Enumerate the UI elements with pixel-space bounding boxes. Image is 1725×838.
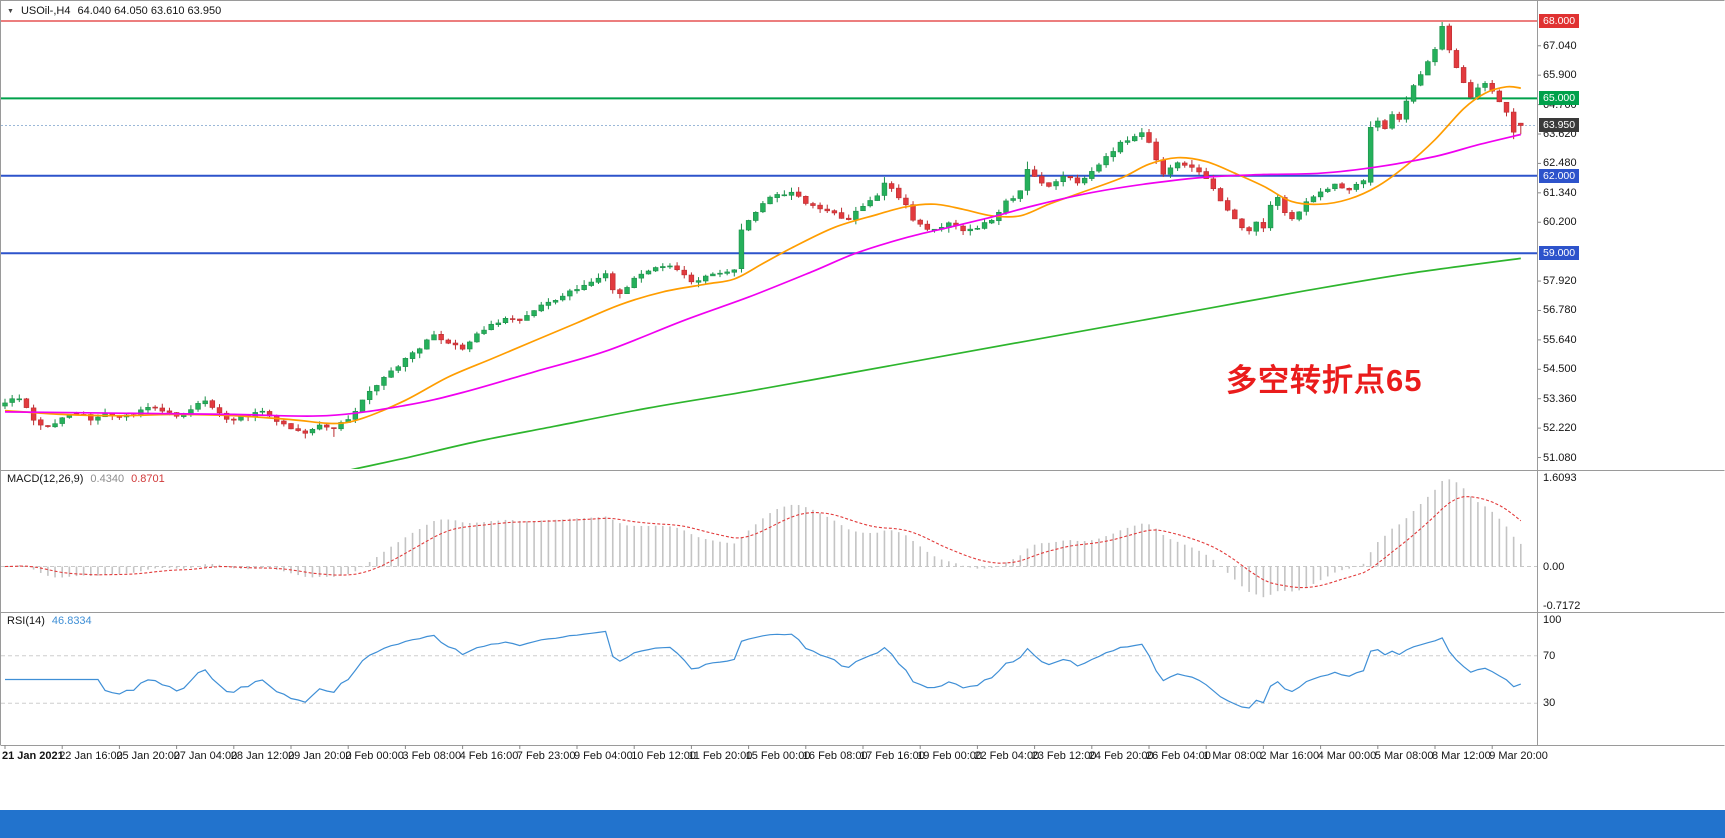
- macd-label: MACD(12,26,9) 0.4340 0.8701: [7, 473, 165, 485]
- mid-ma-line: [4, 133, 1521, 418]
- expander-arrow-icon[interactable]: ▼: [7, 7, 14, 15]
- macd-signal-value: 0.8701: [131, 473, 165, 485]
- fast-ma-line: [4, 85, 1521, 425]
- bottom-bar: [0, 810, 1725, 838]
- annotation-text[interactable]: 多空转折点65: [1226, 363, 1423, 398]
- symbol-header: ▼ USOil-,H4 64.040 64.050 63.610 63.950: [7, 5, 221, 17]
- slow-ma-line: [350, 257, 1521, 469]
- macd-name: MACD(12,26,9): [7, 473, 84, 485]
- rsi-name: RSI(14): [7, 615, 45, 627]
- rsi-line: [5, 630, 1522, 709]
- ohlc-values: 64.040 64.050 63.610 63.950: [77, 5, 222, 17]
- rsi-label: RSI(14) 46.8334: [7, 615, 92, 627]
- symbol-name: USOil-,H4: [20, 5, 71, 17]
- candles-layer: [2, 22, 1524, 439]
- macd-main-value: 0.4340: [90, 473, 125, 485]
- macd-histogram: [4, 479, 1522, 598]
- macd-signal-line: [4, 496, 1522, 589]
- rsi-value: 46.8334: [51, 615, 92, 627]
